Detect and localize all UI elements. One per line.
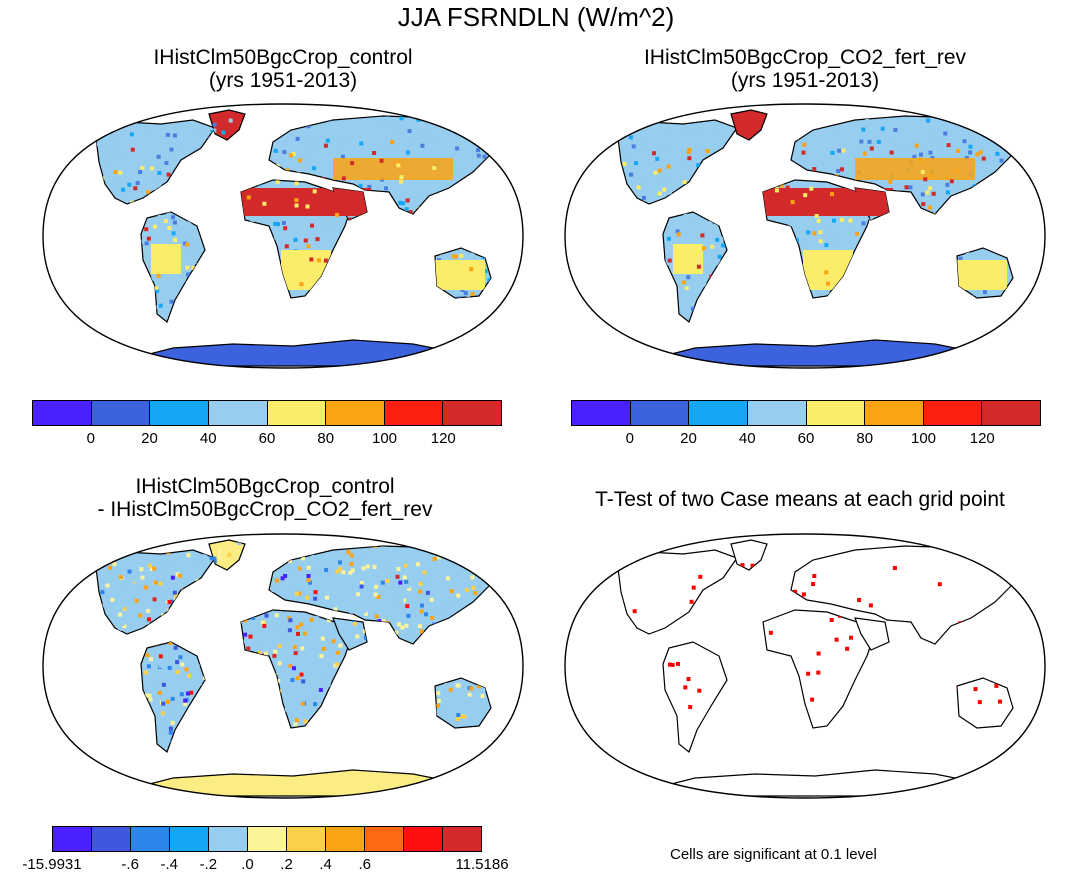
globe-outline — [564, 103, 1046, 369]
colorbar-panel-c — [52, 826, 482, 852]
landmass-namerica — [616, 549, 738, 635]
landmass-greenland — [730, 539, 768, 571]
colorbar-tick-label: .4 — [319, 856, 332, 873]
colorbar-swatch — [53, 827, 92, 851]
panel-b-title-line1: IHistClm50BgcCrop_CO2_fert_rev — [643, 46, 967, 69]
colorbar-tick-label: 11.5186 — [455, 856, 509, 873]
colorbar-swatch — [267, 401, 327, 425]
colorbar-swatch — [923, 401, 983, 425]
map-panel-b — [564, 103, 1046, 369]
colorbar-swatch — [443, 401, 501, 425]
colorbar-tick-label: -.4 — [160, 856, 179, 873]
map-panel-d — [564, 533, 1046, 799]
panel-a-title-line1: IHistClm50BgcCrop_control — [153, 46, 413, 69]
landmass-arabia — [854, 617, 890, 651]
colorbar-tick-label: 80 — [856, 430, 874, 447]
colorbar-tick-label: .2 — [280, 856, 293, 873]
colorbar-tick-label: 100 — [371, 430, 398, 447]
colorbar-panel-a — [32, 400, 502, 426]
colorbar-swatch — [384, 401, 444, 425]
colorbar-tick-label: -.6 — [121, 856, 139, 873]
landmass-greenland — [208, 109, 246, 141]
colorbar-swatch — [982, 401, 1040, 425]
colorbar-tick-label: .0 — [241, 856, 254, 873]
panel-c-title: IHistClm50BgcCrop_control - IHistClm50Bg… — [15, 475, 515, 521]
colorbar-tick-label: 60 — [797, 430, 815, 447]
landmass-samerica — [662, 641, 728, 753]
colorbar-swatch — [689, 401, 748, 425]
panel-d-title: T-Test of two Case means at each grid po… — [595, 488, 1005, 511]
panel-c-title-line2: - IHistClm50BgcCrop_CO2_fert_rev — [97, 498, 433, 521]
map-panel-a — [42, 103, 524, 369]
colorbar-swatch — [326, 827, 365, 851]
colorbar-panel-b — [571, 400, 1041, 426]
figure-title: JJA FSRNDLN (W/m^2) — [397, 2, 675, 32]
landmass-greenland — [208, 539, 246, 571]
colorbar-swatch — [33, 401, 92, 425]
globe-outline — [42, 103, 524, 369]
globe-outline — [42, 533, 524, 799]
colorbar-tick-label: 0 — [625, 430, 634, 447]
landmass-greenland — [730, 109, 768, 141]
colorbar-tick-label: -15.9931 — [22, 856, 82, 873]
colorbar-swatch — [287, 827, 326, 851]
landmass-namerica — [616, 119, 738, 205]
colorbar-swatch — [91, 401, 151, 425]
colorbar-swatch — [209, 827, 248, 851]
colorbar-tick-label: -.2 — [199, 856, 218, 873]
panel-d-footnote: Cells are significant at 0.1 level — [670, 846, 877, 863]
panel-a-title: IHistClm50BgcCrop_control (yrs 1951-2013… — [33, 46, 533, 92]
landmass-australia — [956, 677, 1014, 729]
panel-c-title-line1: IHistClm50BgcCrop_control — [135, 475, 395, 498]
landmass-namerica — [94, 119, 216, 205]
colorbar-tick-label: 80 — [317, 430, 335, 447]
colorbar-tick-label: 0 — [86, 430, 95, 447]
colorbar-tick-label: 120 — [969, 430, 995, 447]
colorbar-tick-label: .6 — [358, 856, 371, 873]
landmass-arabia — [332, 617, 368, 651]
colorbar-swatch — [131, 827, 170, 851]
colorbar-swatch — [170, 827, 209, 851]
colorbar-swatch — [865, 401, 924, 425]
landmass-eurasia — [268, 545, 512, 645]
colorbar-swatch — [572, 401, 631, 425]
colorbar-swatch — [208, 401, 268, 425]
colorbar-swatch — [443, 827, 481, 851]
colorbar-swatch — [248, 827, 287, 851]
colorbar-swatch — [404, 827, 443, 851]
colorbar-tick-label: 100 — [910, 430, 937, 447]
globe-outline — [564, 533, 1046, 799]
panel-b-title-line2: (yrs 1951-2013) — [730, 69, 880, 92]
colorbar-swatch — [150, 401, 209, 425]
colorbar-tick-label: 20 — [680, 430, 697, 447]
panel-a-title-line2: (yrs 1951-2013) — [208, 69, 358, 92]
landmass-eurasia — [790, 545, 1034, 645]
colorbar-tick-label: 20 — [141, 430, 158, 447]
colorbar-swatch — [630, 401, 690, 425]
colorbar-swatch — [365, 827, 404, 851]
colorbar-tick-label: 120 — [430, 430, 456, 447]
colorbar-tick-label: 40 — [738, 430, 756, 447]
colorbar-tick-label: 40 — [199, 430, 217, 447]
colorbar-swatch — [806, 401, 866, 425]
colorbar-swatch — [326, 401, 385, 425]
colorbar-tick-label: 60 — [258, 430, 276, 447]
panel-b-title: IHistClm50BgcCrop_CO2_fert_rev (yrs 1951… — [555, 46, 1055, 92]
colorbar-swatch — [92, 827, 131, 851]
landmass-africa — [762, 609, 874, 729]
colorbar-swatch — [747, 401, 807, 425]
map-panel-c — [42, 533, 524, 799]
